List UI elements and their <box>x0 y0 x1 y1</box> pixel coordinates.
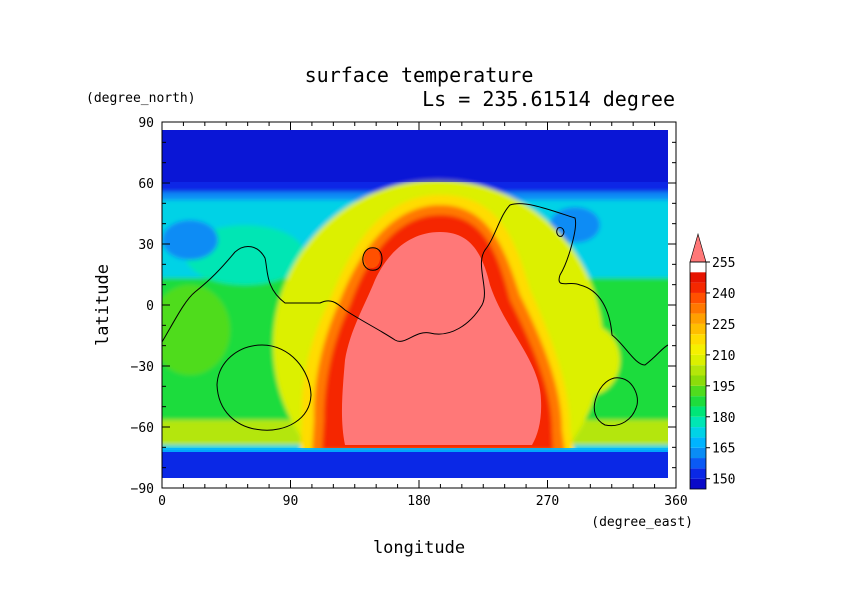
x-tick-label: 0 <box>158 494 166 509</box>
hotspot-tharsis <box>364 248 380 268</box>
x-tick-label: 90 <box>283 494 299 509</box>
y-axis-label: latitude <box>93 264 113 346</box>
y-tick-label: −60 <box>131 421 154 436</box>
colorbar-extend-arrow <box>689 232 707 263</box>
y-tick-label: 90 <box>138 116 154 131</box>
colorbar-segment <box>690 468 706 479</box>
blob-blue-northwest <box>162 220 218 260</box>
x-unit-label: (degree_east) <box>591 515 693 530</box>
colorbar-segment <box>690 292 706 304</box>
y-axis-ticks: 90 60 30 0 −30 −60 −90 <box>131 116 676 497</box>
y-tick-label: −30 <box>131 360 154 375</box>
colorbar: 255 240 225 210 195 180 165 150 <box>689 232 735 490</box>
band-south-polar-cap <box>162 450 668 478</box>
y-tick-label: 60 <box>138 177 154 192</box>
elysium-contour <box>362 247 383 271</box>
colorbar-segment <box>690 478 706 489</box>
chart-title: surface temperature <box>305 63 534 87</box>
colorbar-label: 165 <box>712 442 735 457</box>
contour-hot-core <box>341 232 542 445</box>
chart-subtitle: Ls = 235.61514 degree <box>422 87 675 111</box>
blob-lime-west <box>162 285 230 375</box>
colorbar-segment <box>690 437 706 448</box>
colorbar-label: 240 <box>712 287 735 302</box>
colorbar-label: 195 <box>712 380 735 395</box>
x-tick-label: 180 <box>407 494 430 509</box>
colorbar-segment <box>690 416 706 428</box>
colorbar-segment <box>690 447 706 459</box>
colorbar-segment <box>690 375 706 386</box>
colorbar-segment <box>690 282 706 293</box>
y-tick-label: 30 <box>138 238 154 253</box>
x-tick-label: 360 <box>664 494 687 509</box>
colorbar-segment <box>690 303 706 314</box>
colorbar-label: 225 <box>712 318 735 333</box>
topography-contours <box>162 203 668 431</box>
colorbar-segment <box>690 396 706 407</box>
colorbar-segment <box>690 365 706 376</box>
colorbar-segment <box>690 385 706 397</box>
colorbar-segment <box>690 313 706 324</box>
y-tick-label: −90 <box>131 482 154 497</box>
y-unit-label: (degree_north) <box>86 91 196 106</box>
colorbar-segment <box>690 354 706 366</box>
hellas-basin-contour <box>216 344 312 431</box>
arabia-small-contour <box>556 227 565 237</box>
blob-blue-northeast <box>550 207 600 243</box>
dichotomy-boundary-line <box>162 203 668 366</box>
band-north-polar-cap <box>162 130 668 182</box>
colorbar-segment <box>690 344 706 355</box>
colorbar-segment <box>690 427 706 438</box>
colorbar-segment <box>690 323 706 335</box>
colorbar-label: 255 <box>712 256 735 271</box>
x-axis-label: longitude <box>373 538 465 558</box>
colorbar-segment <box>690 458 706 469</box>
colorbar-label: 180 <box>712 411 735 426</box>
temperature-field <box>162 130 668 478</box>
x-axis-ticks: 0 90 180 270 360 <box>158 122 688 509</box>
colorbar-segment <box>690 334 706 345</box>
colorbar-segment <box>690 406 706 417</box>
band-south-cap-edge <box>162 448 668 452</box>
colorbar-label: 210 <box>712 349 735 364</box>
y-tick-label: 0 <box>146 299 154 314</box>
colorbar-segment <box>690 272 706 283</box>
colorbar-label: 150 <box>712 473 735 488</box>
argyre-basin-contour <box>593 377 638 427</box>
colorbar-frame <box>689 261 707 490</box>
x-tick-label: 270 <box>536 494 559 509</box>
